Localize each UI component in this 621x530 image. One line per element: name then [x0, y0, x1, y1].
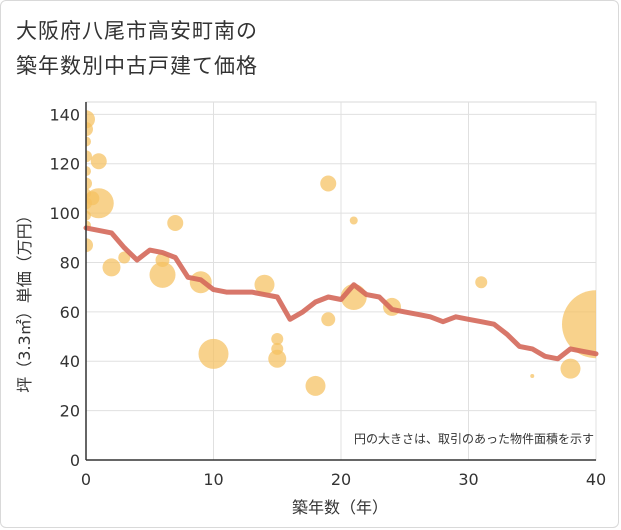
bubble-point	[562, 290, 596, 359]
bubble-point	[86, 136, 91, 147]
bubble-point	[560, 358, 581, 379]
chart-title-line-1: 大阪府八尾市高安町南の	[16, 19, 258, 43]
bubble-point	[86, 122, 93, 137]
bubble-point	[149, 261, 176, 288]
bubble-point	[86, 150, 92, 163]
trend-line	[83, 225, 599, 362]
bubble-point	[530, 374, 535, 379]
bubble-point	[271, 333, 284, 346]
bubble-size-note: 円の大きさは、取引のあった物件面積を示す	[354, 431, 594, 446]
y-axis-label: 坪（3.3㎡）単価（万円）	[15, 207, 34, 392]
bubble-point	[305, 375, 326, 396]
x-tick-label: 10	[203, 470, 223, 489]
bubble-point	[86, 238, 93, 253]
axes: 0 20 40 60 80 100 120 140 0 10 20 30 40	[49, 102, 606, 489]
y-tick-label: 100	[49, 204, 80, 223]
x-tick-label: 40	[586, 470, 606, 489]
chart-title: 大阪府八尾市高安町南の 築年数別中古戸建て価格	[16, 14, 258, 84]
grid	[85, 101, 597, 461]
bubble-point	[86, 166, 91, 177]
bubble-point	[167, 214, 184, 231]
x-tick-label: 0	[81, 470, 91, 489]
bubble-point	[198, 338, 229, 369]
x-tick-label: 20	[331, 470, 351, 489]
x-axis-label: 築年数（年）	[292, 498, 388, 517]
y-tick-label: 80	[60, 253, 80, 272]
bubble-point	[86, 188, 114, 219]
y-tick-label: 140	[49, 105, 80, 124]
y-tick-label: 40	[60, 352, 80, 371]
bubbles	[86, 110, 596, 396]
bubble-point	[320, 175, 337, 192]
bubble-point	[268, 349, 287, 368]
bubble-point	[475, 276, 488, 289]
bubble-point	[254, 274, 275, 295]
y-tick-label: 60	[60, 303, 80, 322]
trend-line-layer	[83, 225, 599, 362]
bubble-point	[349, 216, 358, 225]
bubble-point	[118, 251, 131, 264]
x-tick-label: 30	[458, 470, 478, 489]
y-tick-label: 0	[70, 451, 80, 470]
bubble-point	[90, 153, 107, 170]
y-tick-label: 20	[60, 402, 80, 421]
bubble-point	[321, 312, 336, 327]
bubble-point	[102, 258, 121, 277]
y-tick-label: 120	[49, 155, 80, 174]
chart-title-line-2: 築年数別中古戸建て価格	[16, 54, 258, 78]
bubble-point	[86, 177, 92, 190]
